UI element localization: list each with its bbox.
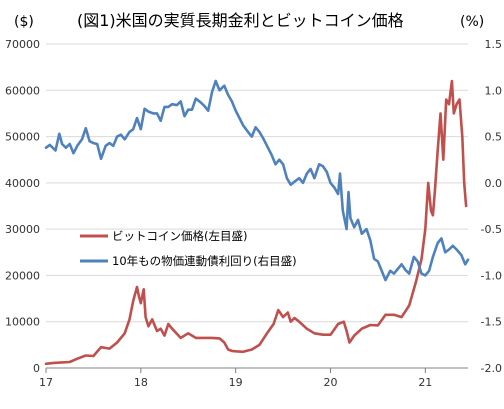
right-tick-label: 1.0 bbox=[485, 84, 503, 97]
right-tick-label: 1.5 bbox=[485, 38, 503, 51]
left-tick-label: 40000 bbox=[5, 177, 40, 190]
x-tick-label: 17 bbox=[39, 376, 53, 389]
right-tick-label: -0.5 bbox=[481, 223, 502, 236]
right-axis-unit: (%) bbox=[460, 14, 484, 30]
x-tick-label: 18 bbox=[134, 376, 148, 389]
x-tick-label: 20 bbox=[323, 376, 337, 389]
x-tick-label: 19 bbox=[229, 376, 243, 389]
right-tick-label: 0.0 bbox=[485, 177, 503, 190]
series-line-tips-yield bbox=[44, 79, 470, 282]
legend-label-bitcoin: ビットコイン価格(左目盛) bbox=[112, 229, 247, 243]
series-lines bbox=[44, 79, 470, 366]
chart-title: (図1)米国の実質長期金利とビットコイン価格 bbox=[77, 11, 404, 30]
x-tick-label: 21 bbox=[418, 376, 432, 389]
left-tick-label: 30000 bbox=[5, 223, 40, 236]
left-tick-label: 20000 bbox=[5, 269, 40, 282]
left-tick-label: 70000 bbox=[5, 38, 40, 51]
left-axis: 0 10000 20000 30000 40000 50000 60000 70000 bbox=[5, 38, 40, 375]
right-tick-label: -2.0 bbox=[481, 362, 502, 375]
legend-label-tips: 10年もの物価連動債利回り(右目盛) bbox=[112, 254, 297, 268]
left-tick-label: 10000 bbox=[5, 316, 40, 329]
left-tick-label: 60000 bbox=[5, 84, 40, 97]
series-line-bitcoin bbox=[44, 79, 468, 366]
right-axis: -2.0 -1.5 -1.0 -0.5 0.0 0.5 1.0 1.5 bbox=[481, 38, 502, 375]
right-tick-label: 0.5 bbox=[485, 131, 503, 144]
x-axis: 17 18 19 20 21 bbox=[39, 367, 468, 389]
legend: ビットコイン価格(左目盛) 10年もの物価連動債利回り(右目盛) bbox=[80, 229, 297, 268]
left-axis-unit: ($) bbox=[14, 14, 34, 30]
left-tick-label: 0 bbox=[33, 362, 40, 375]
right-tick-label: -1.5 bbox=[481, 316, 502, 329]
right-tick-label: -1.0 bbox=[481, 269, 502, 282]
gridlines bbox=[46, 43, 468, 369]
left-tick-label: 50000 bbox=[5, 131, 40, 144]
